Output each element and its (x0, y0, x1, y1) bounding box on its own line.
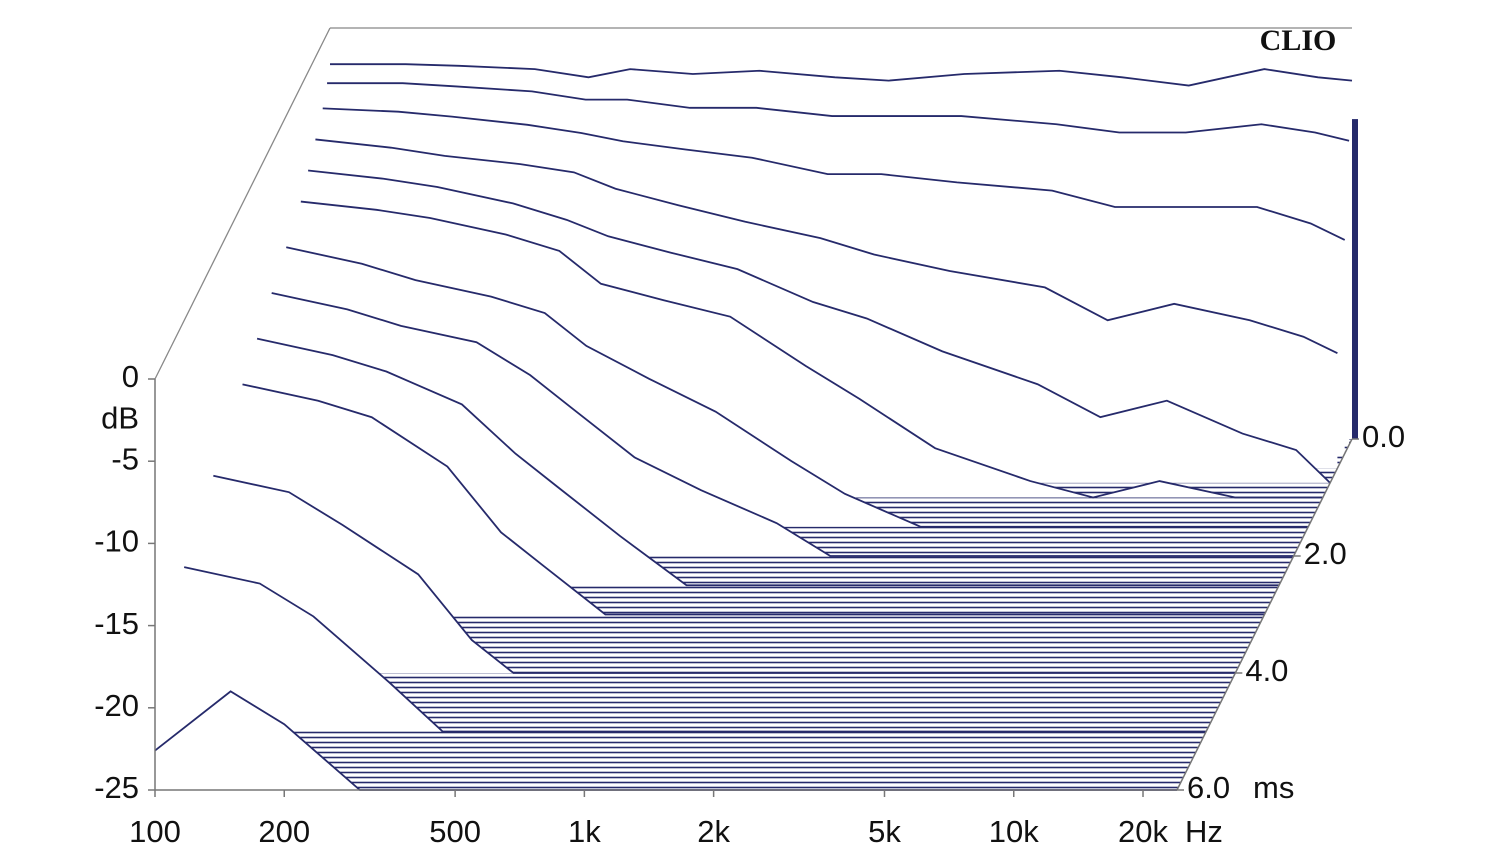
y-tick-label: -25 (94, 770, 139, 805)
slice-fill (184, 567, 1207, 732)
x-tick-label: 20k (1118, 814, 1168, 849)
x-tick-label: 2k (697, 814, 730, 849)
slice-line (213, 474, 1236, 674)
slice-line (322, 107, 1346, 241)
slice-line (315, 138, 1338, 354)
y-tick-label: 0 (122, 359, 139, 394)
x-tick-label: 200 (258, 814, 310, 849)
slice-line (286, 246, 1309, 528)
axes: 0 -5 -10 -15 -20 -25 dB 100 200 500 1k 2k 5k 10k 20k Hz… (94, 359, 1405, 849)
x-tick-label: 100 (129, 814, 181, 849)
slice-line (242, 383, 1265, 616)
z-axis-label: ms (1253, 770, 1294, 805)
logo: CLIO (1260, 24, 1337, 57)
z-tick-label: 2.0 (1304, 536, 1347, 571)
axis-line (1176, 438, 1353, 791)
y-tick-label: -10 (94, 524, 139, 559)
slice-line (330, 63, 1353, 87)
x-tick-label: 5k (868, 814, 901, 849)
slice-fill (242, 384, 1265, 615)
x-tick-label: 500 (429, 814, 481, 849)
slices (154, 63, 1353, 791)
slice-line (327, 82, 1350, 142)
z-tick-label: 6.0 (1187, 770, 1230, 805)
slice-line (300, 200, 1323, 499)
wall-edge (154, 27, 331, 380)
slice-line (183, 566, 1207, 733)
y-tick-label: -20 (94, 688, 139, 723)
slice-fill (257, 338, 1280, 586)
slice-fill (155, 691, 1177, 790)
x-axis-label: Hz (1185, 814, 1223, 849)
z-tick-label: 4.0 (1245, 653, 1288, 688)
y-tick-label: -15 (94, 606, 139, 641)
y-axis-label: dB (101, 400, 139, 435)
slice-line (271, 292, 1294, 557)
z-tick-label: 0.0 (1362, 419, 1405, 454)
slice-line (308, 169, 1331, 484)
x-tick-label: 1k (568, 814, 601, 849)
y-tick-label: -5 (111, 441, 139, 476)
x-tick-label: 10k (989, 814, 1039, 849)
slice-line (256, 337, 1280, 587)
